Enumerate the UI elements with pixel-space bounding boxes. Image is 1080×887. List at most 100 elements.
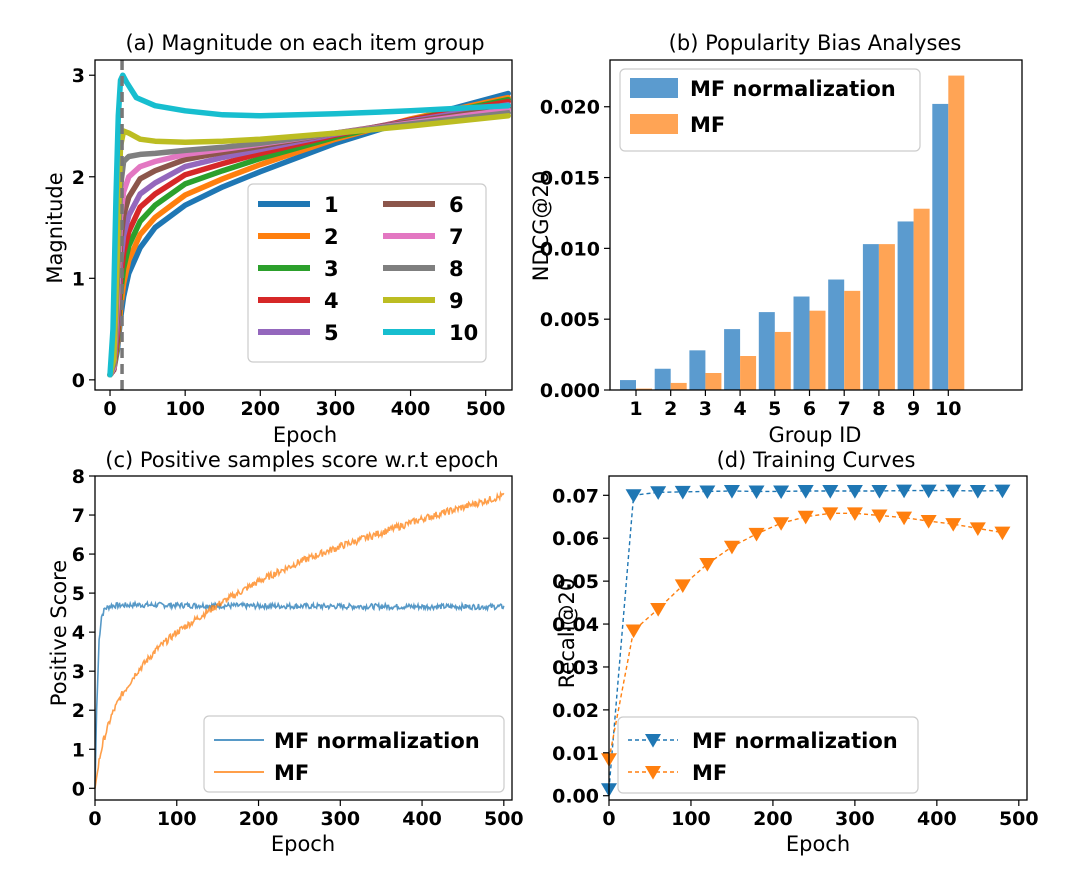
panel-b-ytick-label: 0.020 [540,97,600,119]
panel-a-legend-label-3: 3 [324,257,339,281]
panel-b-ytick-label: 0.000 [540,380,600,402]
panel-b-bar-mf-group-3 [705,373,722,390]
panel-d-ylabel: Recall@20 [555,578,579,688]
panel-c-positive-score: (c) Positive samples score w.r.t epoch E… [47,448,524,856]
panel-b-bar-mf-normalization-group-1 [620,380,636,390]
panel-b-title: (b) Popularity Bias Analyses [669,31,962,55]
panel-b-xtick-label: 10 [935,398,961,420]
panel-a-legend-label-7: 7 [449,225,464,249]
panel-c-title: (c) Positive samples score w.r.t epoch [105,448,498,472]
panel-b-bar-mf-normalization-group-8 [862,244,879,390]
panel-d-marker-mf [699,557,716,572]
panel-c-ytick-label: 6 [72,544,85,566]
panel-b-legend-label-mf: MF [690,113,725,137]
panel-c-xtick-label: 200 [239,808,279,830]
panel-a-frame [94,59,513,391]
panel-c-xtick-label: 300 [320,808,360,830]
panel-b-xtick-label: 6 [803,398,816,420]
panel-d-series-line-mf-normalization [608,489,1003,790]
panel-a-ytick-label: 2 [72,167,85,189]
panel-c-ytick-label: 3 [72,661,85,683]
panel-a-xtick-label: 300 [316,398,356,420]
panel-d-marker-mf-normalization [773,485,790,500]
panel-d-marker-mf-normalization [896,484,913,499]
panel-a-ytick-label: 0 [72,370,85,392]
panel-a-ytick-label: 1 [72,268,85,290]
panel-b-bar-mf-normalization-group-10 [932,103,949,390]
panel-d-marker-mf [674,579,691,594]
panel-b-bar-mf-group-9 [913,208,930,390]
panel-d-marker-mf-normalization [797,485,814,499]
panel-d-xtick-label: 500 [999,808,1039,830]
panel-d-marker-mf-normalization [846,485,863,499]
panel-a-xtick-label: 100 [165,398,205,420]
panel-a-magnitude: (a) Magnitude on each item group Epoch M… [43,31,513,447]
panel-a-legend-box [247,183,487,363]
panel-a-series-line-9 [107,113,511,378]
panel-b-bar-mf-normalization-group-4 [724,329,741,390]
panel-b-ytick-label: 0.010 [540,238,600,260]
panel-a-series-line-10 [107,72,511,378]
panel-d-ytick-label: 0.07 [552,485,599,507]
panel-d-marker-mf [797,510,814,525]
panel-a-xtick-label: 400 [391,398,431,420]
panel-b-legend-swatch-mf [630,114,678,134]
panel-a-legend-label-4: 4 [324,289,339,313]
panel-d-legend: MF normalization MF [617,716,919,794]
panel-d-marker-mf [945,518,962,532]
panel-b-bar-mf-normalization-group-5 [758,312,775,390]
panel-b-xtick-label: 5 [768,398,781,420]
panel-a-legend-label-8: 8 [449,257,464,281]
panel-d-ytick-label: 0.02 [552,700,599,722]
panel-d-title: (d) Training Curves [717,448,916,472]
panel-b-bar-mf-normalization-group-2 [654,368,671,390]
panel-c-series-line-mf [94,490,505,789]
panel-b-xtick-label: 2 [664,398,677,420]
panel-c-legend: MF normalization MF [203,715,505,793]
panel-a-ytick-label: 3 [72,65,85,87]
panel-d-plot-area: 0 100 200 300 400 500 0.00 0.01 0.02 0.03 0.04 0.05… [552,475,1039,830]
panel-d-legend-marker-mf [645,766,661,780]
panel-d-ytick-label: 0.05 [552,571,599,593]
panel-b-bar-mf-normalization-group-7 [828,279,845,390]
panel-d-ytick-label: 0.01 [552,743,599,765]
panel-d-marker-mf-normalization [945,484,962,499]
panel-d-xtick-label: 200 [753,808,793,830]
panel-d-xtick-label: 100 [671,808,711,830]
panel-d-marker-mf [822,507,839,521]
panel-d-marker-mf-normalization [674,485,691,500]
panel-d-marker-mf [969,522,986,536]
panel-d-legend-marker-mf-normalization [645,734,661,748]
panel-a-legend-label-5: 5 [324,321,339,345]
panel-a-legend-label-1: 1 [324,193,339,217]
panel-d-marker-mf-normalization [822,485,839,499]
panel-a-plot-area: 0 100 200 300 400 500 0 1 2 3 1 2 3 4 5 6 7 8 9 10 [72,59,513,420]
panel-c-xtick-label: 0 [88,808,101,830]
panel-b-xtick-label: 8 [872,398,885,420]
panel-a-xtick-label: 500 [466,398,506,420]
panel-d-xtick-label: 0 [602,808,615,830]
panel-b-plot-area: 1 2 3 4 5 6 7 8 9 10 0.000 0.005 0.010 0.015 0.020 MF n… [540,59,1023,420]
panel-d-legend-label-mf-normalization: MF normalization [692,729,898,753]
panel-c-xtick-label: 100 [157,808,197,830]
panel-b-legend-box [619,68,921,152]
panel-b-bar-mf-group-6 [809,310,826,390]
panel-c-ylabel: Positive Score [47,560,71,706]
panel-a-legend-label-6: 6 [449,193,464,217]
panel-b-frame [609,59,1023,391]
panel-c-xlabel: Epoch [271,832,335,856]
panel-a-legend-label-10: 10 [449,321,478,345]
panel-b-bar-mf-normalization-group-6 [793,296,810,390]
panel-c-xtick-label: 400 [402,808,442,830]
panel-b-legend: MF normalization MF [619,68,921,152]
panel-b-xtick-label: 4 [733,398,746,420]
panel-a-ylabel: Magnitude [43,172,67,283]
panel-c-xtick-label: 500 [484,808,524,830]
panel-d-ytick-label: 0.06 [552,528,599,550]
panel-d-ytick-label: 0.00 [552,786,599,808]
panel-b-bar-mf-group-5 [774,331,791,390]
panel-d-legend-label-mf: MF [692,761,727,785]
panel-b-xtick-label: 1 [629,398,642,420]
panel-d-marker-mf-normalization [723,485,740,499]
